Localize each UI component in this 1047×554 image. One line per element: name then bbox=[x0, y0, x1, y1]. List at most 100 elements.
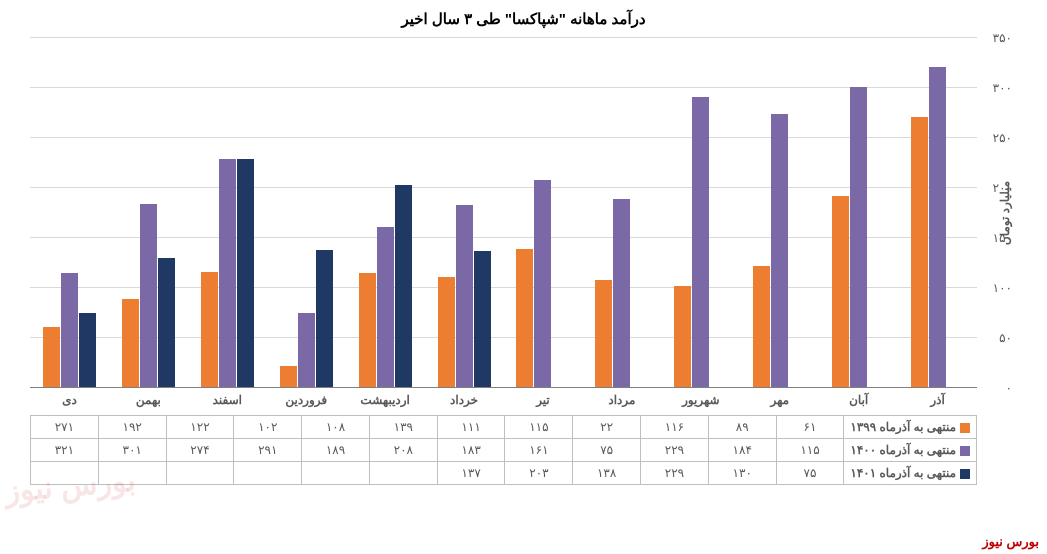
table-cell: ۱۳۸ bbox=[573, 462, 641, 485]
table-cell: ۱۱۱ bbox=[437, 416, 505, 439]
series-name: منتهی به آذرماه ۱۳۹۹ bbox=[850, 420, 956, 434]
y-tick: ۲۰۰ bbox=[993, 181, 1012, 195]
table-cell: ۲۲۹ bbox=[641, 439, 709, 462]
y-axis: ۰۵۰۱۰۰۱۵۰۲۰۰۲۵۰۳۰۰۳۵۰ bbox=[982, 38, 1012, 388]
x-label: فروردین bbox=[267, 393, 346, 407]
table-row: منتهی به آذرماه ۱۴۰۰۱۱۵۱۸۴۲۲۹۷۵۱۶۱۱۸۳۲۰۸… bbox=[31, 439, 977, 462]
month-group bbox=[188, 38, 267, 388]
table-cell: ۱۳۷ bbox=[437, 462, 505, 485]
x-axis-labels: دیبهمناسفندفروردیناردیبهشتخردادتیرمردادش… bbox=[30, 393, 977, 407]
table-cell: ۳۲۱ bbox=[31, 439, 99, 462]
color-swatch bbox=[960, 446, 970, 456]
x-label: مهر bbox=[740, 393, 819, 407]
month-group bbox=[425, 38, 504, 388]
bar bbox=[456, 205, 473, 388]
table-cell: ۱۰۸ bbox=[302, 416, 370, 439]
bar bbox=[158, 258, 175, 388]
table-cell: ۱۸۳ bbox=[437, 439, 505, 462]
bar bbox=[316, 250, 333, 388]
x-axis-line bbox=[30, 387, 977, 388]
table-cell: ۱۸۴ bbox=[708, 439, 776, 462]
bar bbox=[219, 159, 236, 388]
x-label: تیر bbox=[504, 393, 583, 407]
y-tick: ۲۵۰ bbox=[993, 131, 1012, 145]
chart-title: درآمد ماهانه "شپاکسا" طی ۳ سال اخیر bbox=[30, 10, 1017, 28]
bar bbox=[122, 299, 139, 388]
x-label: دی bbox=[30, 393, 109, 407]
table-cell bbox=[234, 462, 302, 485]
table-row: منتهی به آذرماه ۱۴۰۱۷۵۱۳۰۲۲۹۱۳۸۲۰۳۱۳۷ bbox=[31, 462, 977, 485]
series-label: منتهی به آذرماه ۱۴۰۱ bbox=[844, 462, 977, 485]
table-cell: ۲۰۸ bbox=[369, 439, 437, 462]
x-label: اسفند bbox=[188, 393, 267, 407]
table-cell: ۱۶۱ bbox=[505, 439, 573, 462]
bar bbox=[674, 286, 691, 388]
bar bbox=[359, 273, 376, 388]
bar bbox=[140, 204, 157, 388]
bar bbox=[377, 227, 394, 388]
table-cell: ۲۲ bbox=[573, 416, 641, 439]
month-group bbox=[740, 38, 819, 388]
y-tick: ۳۰۰ bbox=[993, 81, 1012, 95]
series-label: منتهی به آذرماه ۱۴۰۰ bbox=[844, 439, 977, 462]
table-cell bbox=[302, 462, 370, 485]
series-name: منتهی به آذرماه ۱۴۰۱ bbox=[850, 466, 956, 480]
y-tick: ۰ bbox=[1006, 381, 1012, 395]
x-label: اردیبهشت bbox=[346, 393, 425, 407]
x-label: شهریور bbox=[661, 393, 740, 407]
bar bbox=[832, 196, 849, 388]
bar bbox=[595, 280, 612, 388]
bar bbox=[771, 114, 788, 388]
x-label: بهمن bbox=[109, 393, 188, 407]
bar bbox=[474, 251, 491, 388]
footer-brand: بورس نیوز bbox=[982, 534, 1039, 550]
table-cell: ۱۰۲ bbox=[234, 416, 302, 439]
table-cell: ۷۵ bbox=[573, 439, 641, 462]
month-group bbox=[267, 38, 346, 388]
y-tick: ۵۰ bbox=[999, 331, 1012, 345]
bar bbox=[911, 117, 928, 388]
table-cell: ۲۲۹ bbox=[641, 462, 709, 485]
y-tick: ۱۰۰ bbox=[993, 281, 1012, 295]
x-label: آبان bbox=[819, 393, 898, 407]
bar bbox=[850, 87, 867, 388]
bar bbox=[280, 366, 297, 388]
table-cell bbox=[369, 462, 437, 485]
color-swatch bbox=[960, 469, 970, 479]
x-label: آذر bbox=[898, 393, 977, 407]
table-row: منتهی به آذرماه ۱۳۹۹۶۱۸۹۱۱۶۲۲۱۱۵۱۱۱۱۳۹۱۰… bbox=[31, 416, 977, 439]
table-cell: ۱۱۶ bbox=[641, 416, 709, 439]
bar bbox=[43, 327, 60, 388]
bar bbox=[298, 313, 315, 388]
month-group bbox=[30, 38, 109, 388]
month-group bbox=[346, 38, 425, 388]
table-cell: ۳۰۱ bbox=[98, 439, 166, 462]
bar bbox=[438, 277, 455, 388]
table-cell: ۱۸۹ bbox=[302, 439, 370, 462]
bar bbox=[929, 67, 946, 388]
bar bbox=[237, 159, 254, 388]
month-group bbox=[819, 38, 898, 388]
table-cell: ۱۲۲ bbox=[166, 416, 234, 439]
table-cell bbox=[166, 462, 234, 485]
table-cell: ۲۹۱ bbox=[234, 439, 302, 462]
y-tick: ۱۵۰ bbox=[993, 231, 1012, 245]
bar bbox=[613, 199, 630, 388]
table-cell: ۱۹۲ bbox=[98, 416, 166, 439]
month-group bbox=[898, 38, 977, 388]
table-cell: ۲۷۴ bbox=[166, 439, 234, 462]
bar bbox=[395, 185, 412, 388]
month-group bbox=[109, 38, 188, 388]
table-cell: ۸۹ bbox=[708, 416, 776, 439]
table-cell: ۷۵ bbox=[776, 462, 844, 485]
bars-area bbox=[30, 38, 977, 388]
table-cell: ۶۱ bbox=[776, 416, 844, 439]
x-label: مرداد bbox=[582, 393, 661, 407]
bar bbox=[61, 273, 78, 388]
series-label: منتهی به آذرماه ۱۳۹۹ bbox=[844, 416, 977, 439]
bar bbox=[753, 266, 770, 388]
bar bbox=[516, 249, 533, 388]
plot-area: میلیارد تومان ۰۵۰۱۰۰۱۵۰۲۰۰۲۵۰۳۰۰۳۵۰ bbox=[30, 38, 977, 388]
bar bbox=[692, 97, 709, 388]
y-tick: ۳۵۰ bbox=[993, 31, 1012, 45]
